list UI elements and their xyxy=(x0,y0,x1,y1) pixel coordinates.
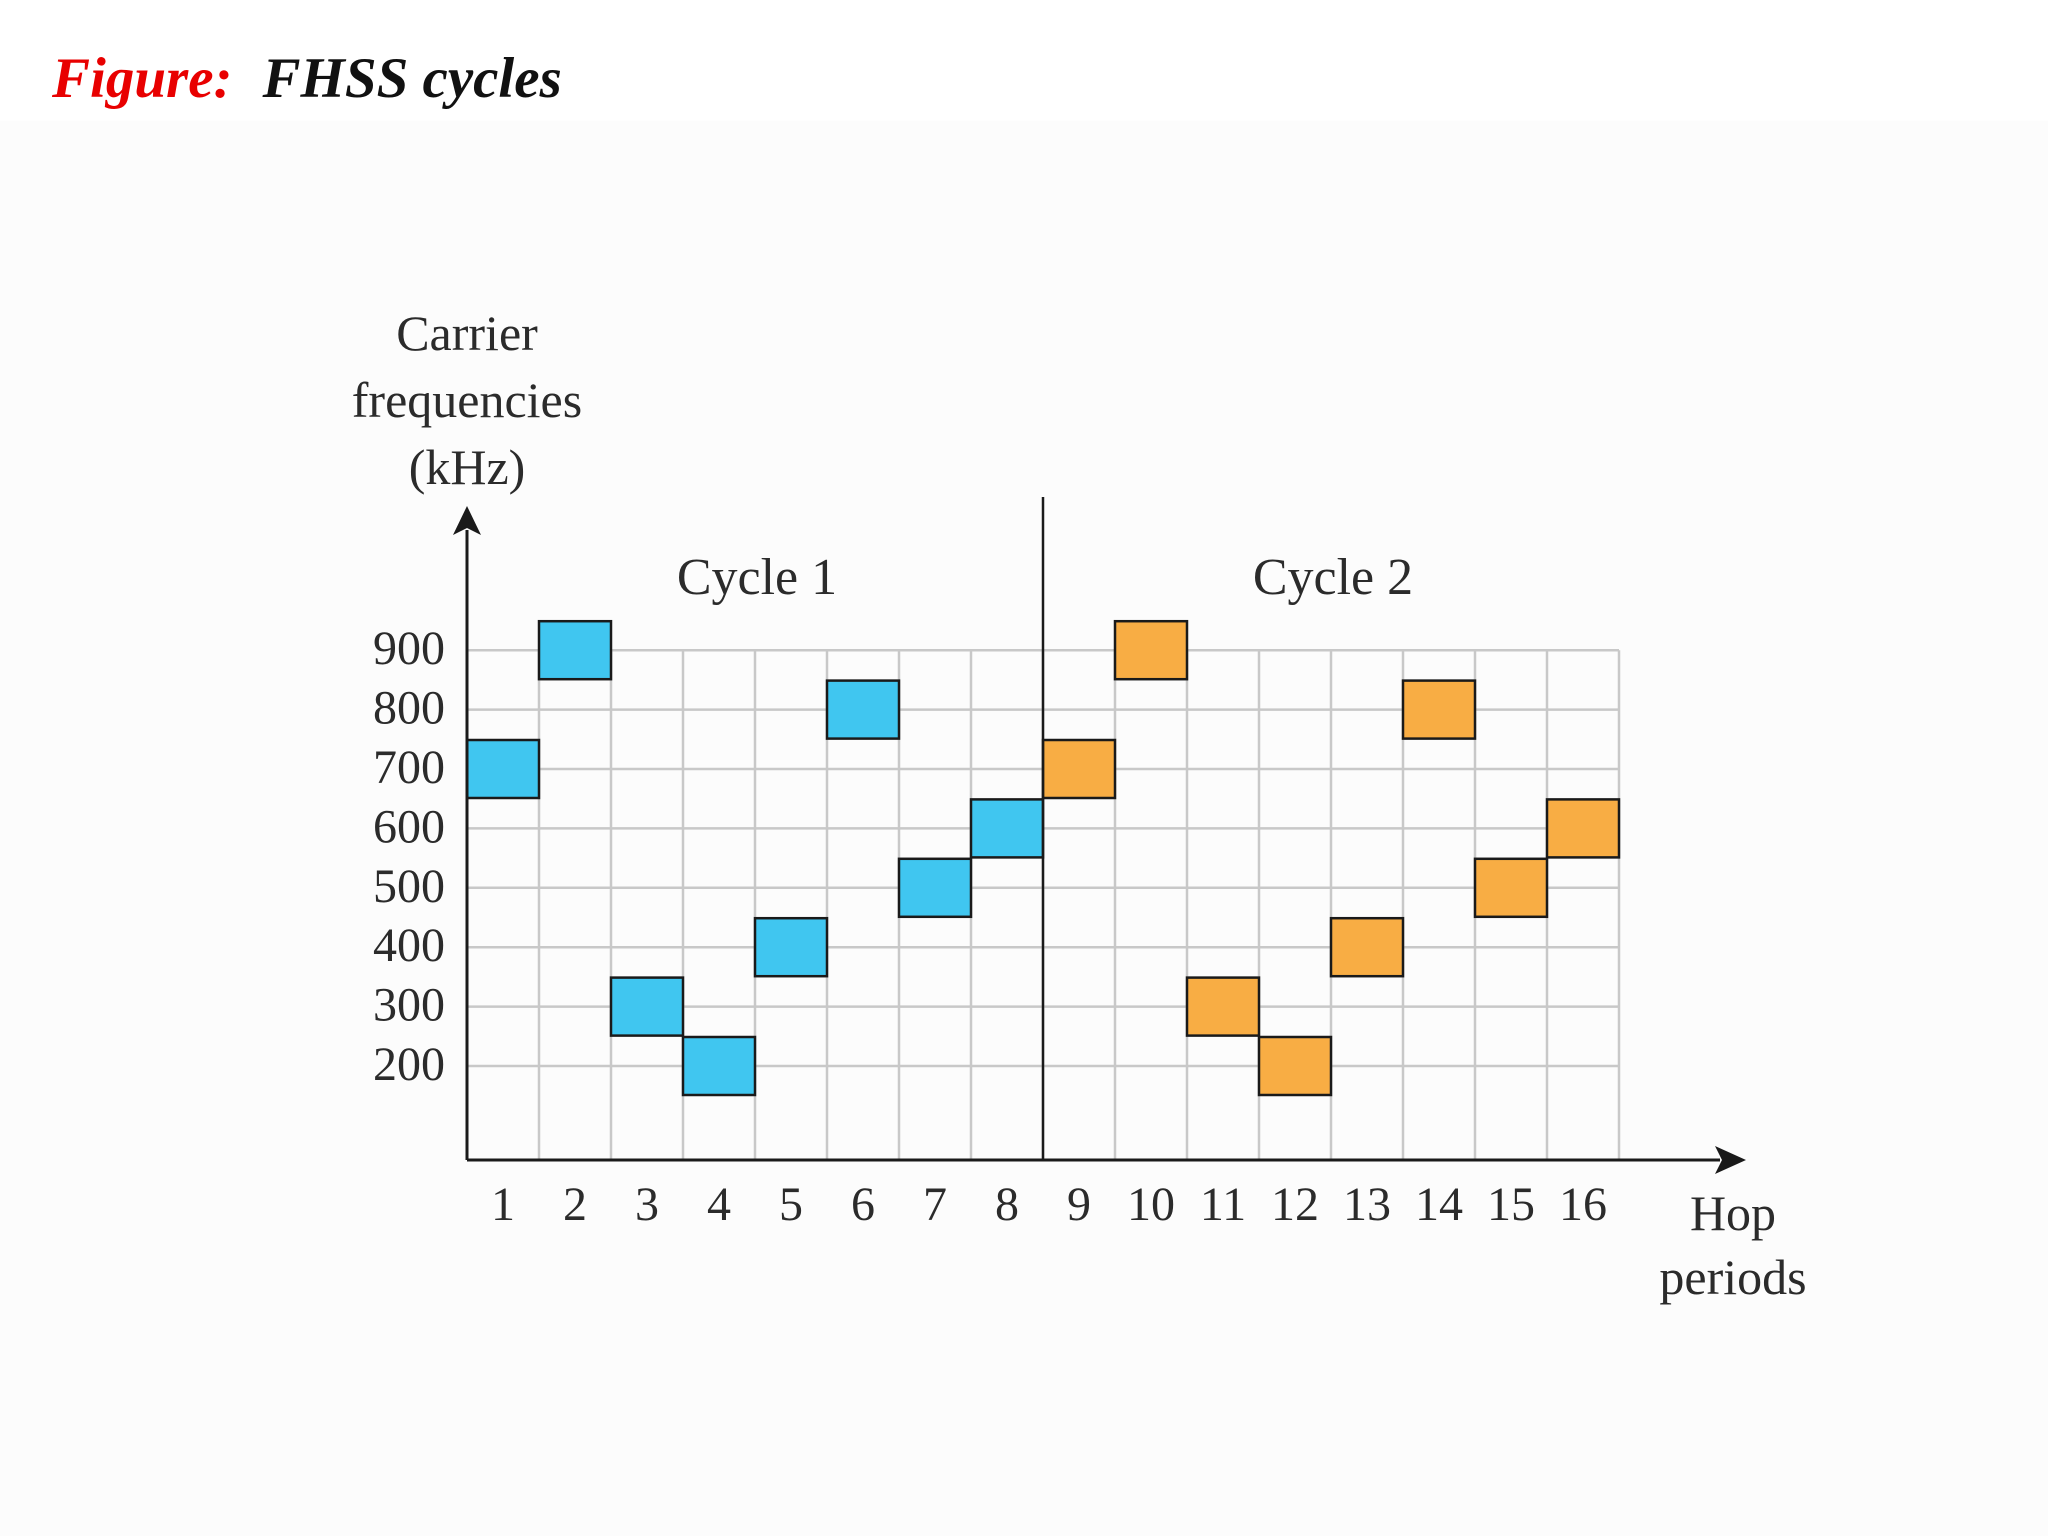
y-tick-label: 600 xyxy=(373,800,445,853)
hop-block-2-period-9 xyxy=(1041,738,1117,800)
hop-block-2-period-16 xyxy=(1545,798,1621,859)
hop-block-2-period-11 xyxy=(1185,976,1261,1037)
x-axis-title-line: periods xyxy=(1659,1249,1806,1305)
hop-block-1-period-4 xyxy=(681,1035,757,1097)
hop-block-1-period-7 xyxy=(897,857,973,919)
hop-block-2-period-14 xyxy=(1401,679,1477,740)
y-tick-label: 700 xyxy=(373,741,445,794)
x-tick-label: 3 xyxy=(635,1178,659,1231)
x-tick-label: 2 xyxy=(563,1178,587,1231)
x-tick-label: 16 xyxy=(1559,1178,1607,1231)
y-tick-label: 400 xyxy=(373,919,445,972)
hop-block-1-period-6 xyxy=(825,679,901,740)
y-tick-label: 800 xyxy=(373,682,445,735)
x-axis-title-line: Hop xyxy=(1690,1185,1776,1241)
hop-block-1-period-1 xyxy=(465,738,541,800)
x-axis-arrow xyxy=(1715,1146,1746,1174)
x-tick-label: 10 xyxy=(1127,1178,1175,1231)
x-tick-label: 9 xyxy=(1067,1178,1091,1231)
hop-block-2-period-15 xyxy=(1473,857,1549,919)
x-tick-label: 4 xyxy=(707,1178,731,1231)
hop-block-2-period-13 xyxy=(1329,916,1405,978)
figure-title-text: FHSS cycles xyxy=(262,47,562,110)
x-tick-label: 13 xyxy=(1343,1178,1391,1231)
axes xyxy=(453,497,1746,1174)
x-tick-label: 6 xyxy=(851,1178,875,1231)
x-tick-label: 1 xyxy=(491,1178,515,1231)
y-tick-label: 500 xyxy=(373,860,445,913)
y-axis-title-line: Carrier xyxy=(396,305,538,361)
y-axis-arrow xyxy=(453,506,481,535)
hop-block-2-period-10 xyxy=(1113,619,1189,681)
y-tick-label: 900 xyxy=(373,622,445,675)
cycle-label-2: Cycle 2 xyxy=(1253,549,1413,606)
y-tick-label: 300 xyxy=(373,979,445,1032)
x-tick-label: 12 xyxy=(1271,1178,1319,1231)
x-tick-label: 5 xyxy=(779,1178,803,1231)
figure-prefix: Figure: xyxy=(52,47,233,110)
hop-block-2-period-12 xyxy=(1257,1035,1333,1097)
hop-block-1-period-5 xyxy=(753,916,829,978)
x-tick-label: 7 xyxy=(923,1178,947,1231)
hop-blocks xyxy=(465,619,1621,1097)
y-axis-title-line: frequencies xyxy=(352,372,582,428)
hop-block-1-period-8 xyxy=(969,798,1045,859)
hop-block-1-period-2 xyxy=(537,619,613,681)
y-tick-label: 200 xyxy=(373,1038,445,1091)
y-axis-title-line: (kHz) xyxy=(409,439,526,495)
x-tick-label: 8 xyxy=(995,1178,1019,1231)
cycle-label-1: Cycle 1 xyxy=(677,549,837,606)
x-tick-label: 11 xyxy=(1200,1178,1246,1231)
x-tick-label: 15 xyxy=(1487,1178,1535,1231)
x-tick-label: 14 xyxy=(1415,1178,1463,1231)
figure-title: Figure: FHSS cycles xyxy=(52,46,562,111)
hop-block-1-period-3 xyxy=(609,976,685,1037)
